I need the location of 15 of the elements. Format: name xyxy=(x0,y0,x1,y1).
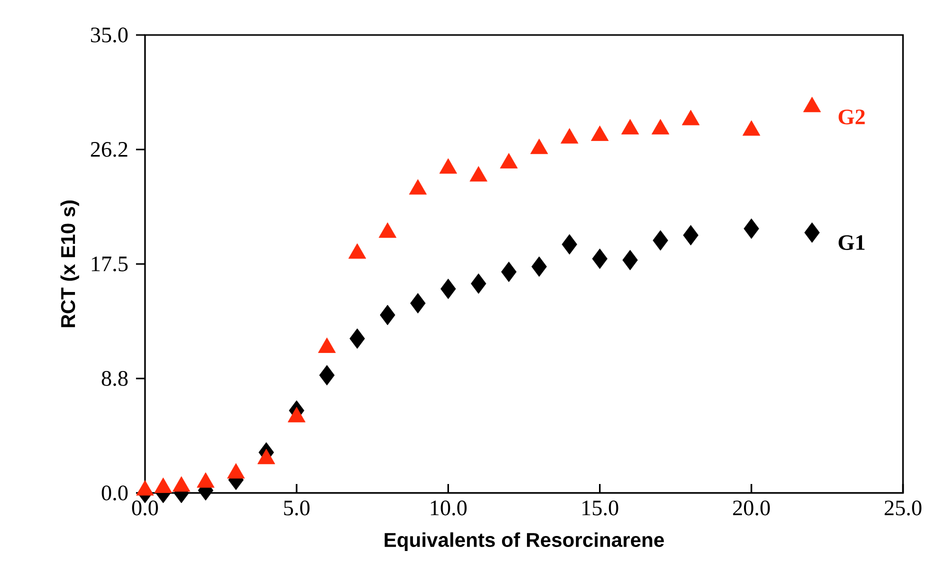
x-tick-label: 15.0 xyxy=(582,500,618,516)
y-tick-label: 0.0 xyxy=(102,486,128,500)
y-axis-title: RCT (x E10 s) xyxy=(60,200,80,328)
x-tick-label: 0.0 xyxy=(132,500,158,516)
x-axis-title: Equivalents of Resorcinarene xyxy=(384,532,664,551)
y-tick-label: 26.2 xyxy=(90,142,128,157)
x-tick-label: 10.0 xyxy=(430,500,467,516)
series-label: G2 xyxy=(838,110,865,124)
x-tick-label: 25.0 xyxy=(884,500,922,516)
x-tick-label: 5.0 xyxy=(284,500,310,516)
y-tick-label: 8.8 xyxy=(102,371,128,386)
series-label: G1 xyxy=(838,235,865,250)
x-tick-label: 20.0 xyxy=(733,500,770,516)
y-tick-label: 35.0 xyxy=(91,28,128,42)
y-tick-label: 17.5 xyxy=(92,256,128,272)
